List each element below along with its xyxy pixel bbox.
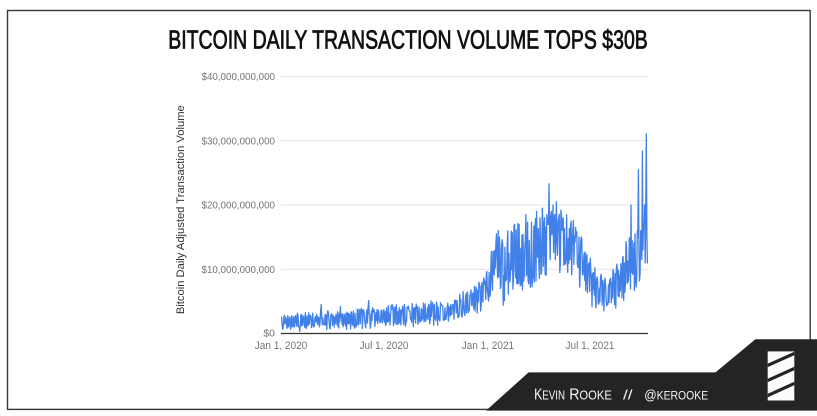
- svg-text:@KEROOKE: @KEROOKE: [644, 387, 708, 402]
- svg-text:$0: $0: [263, 328, 275, 340]
- svg-text:Jan 1, 2021: Jan 1, 2021: [462, 340, 515, 352]
- svg-text:Bitcoin Daily Adjusted Transac: Bitcoin Daily Adjusted Transaction Volum…: [175, 105, 187, 314]
- svg-text:BITCOIN DAILY TRANSACTION VOLU: BITCOIN DAILY TRANSACTION VOLUME TOPS $3…: [168, 25, 648, 55]
- svg-text:$40,000,000,000: $40,000,000,000: [202, 71, 276, 83]
- svg-text:$10,000,000,000: $10,000,000,000: [202, 264, 276, 276]
- svg-text:ROOKE: ROOKE: [569, 386, 612, 403]
- svg-text:KEVIN: KEVIN: [534, 386, 565, 403]
- svg-text:$20,000,000,000: $20,000,000,000: [202, 200, 276, 212]
- svg-text:Jul 1, 2021: Jul 1, 2021: [566, 340, 615, 352]
- svg-text:Jan 1, 2020: Jan 1, 2020: [255, 340, 308, 352]
- svg-text://: //: [623, 387, 633, 402]
- svg-text:$30,000,000,000: $30,000,000,000: [202, 135, 276, 147]
- svg-text:Jul 1, 2020: Jul 1, 2020: [360, 340, 409, 352]
